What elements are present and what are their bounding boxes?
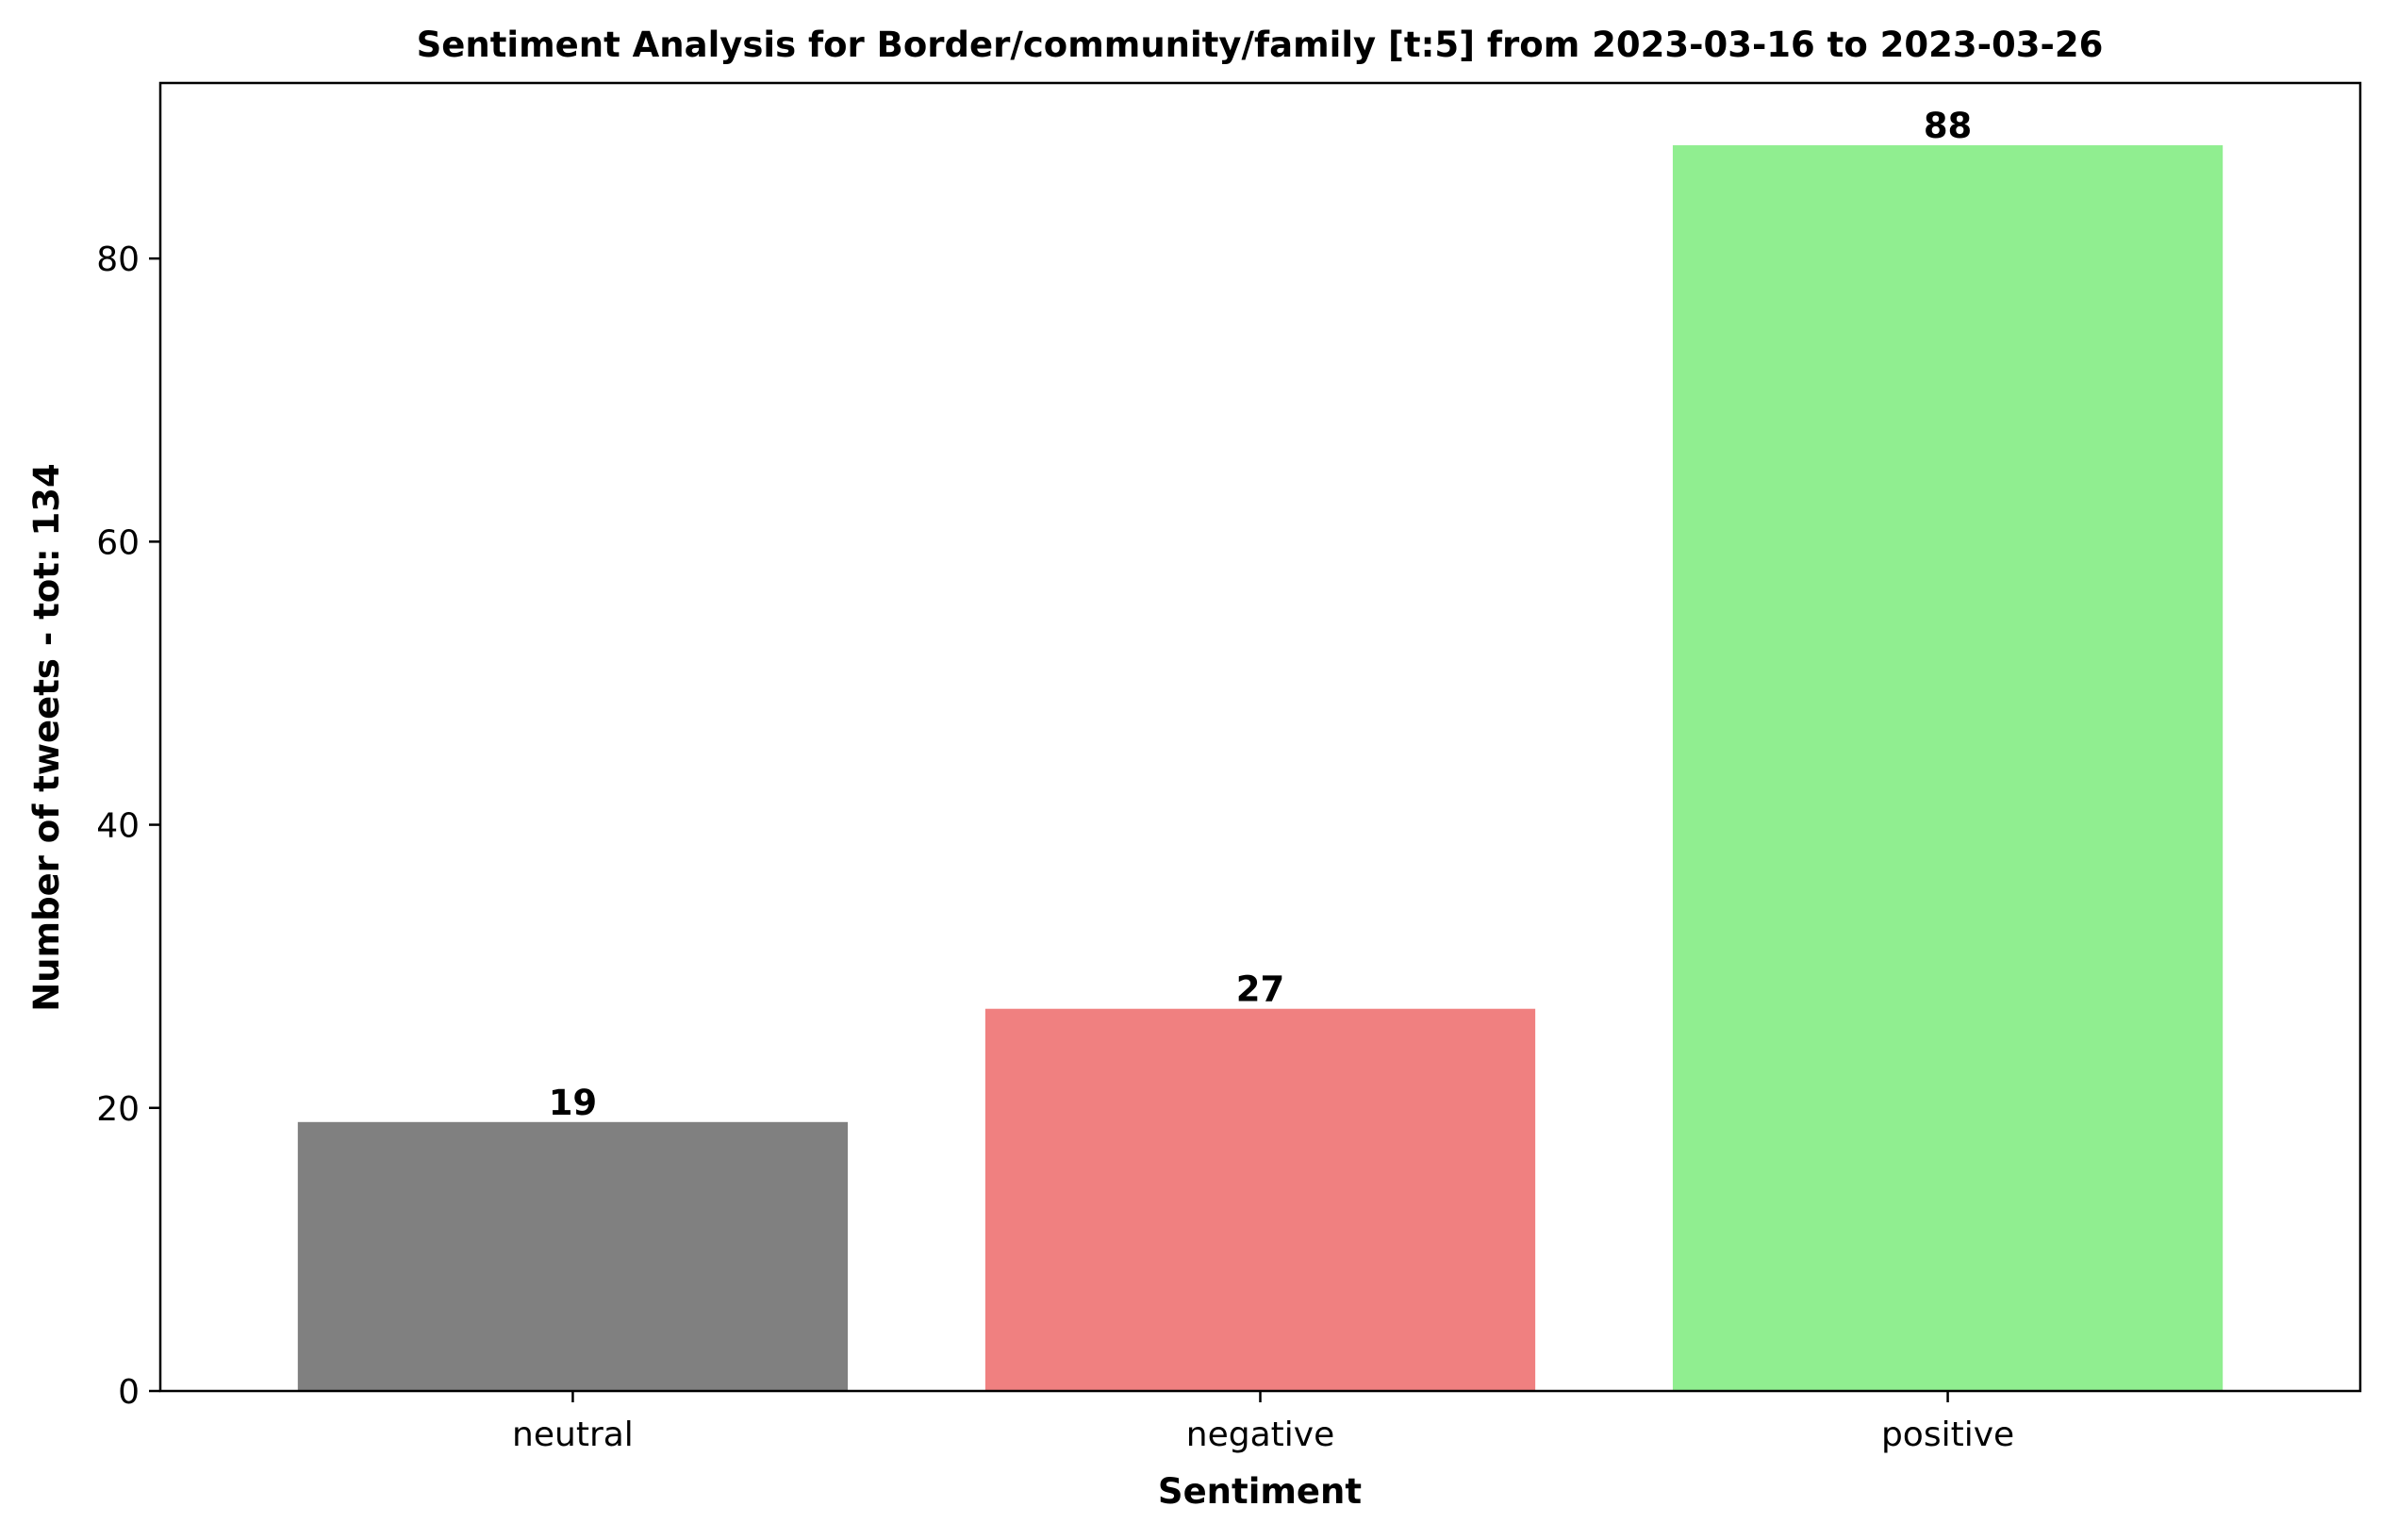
y-tick-label-0: 0: [118, 1373, 140, 1412]
x-tick-label-positive: positive: [1881, 1416, 2014, 1454]
bar-neutral: [297, 1121, 849, 1391]
y-tick-label-80: 80: [96, 240, 140, 279]
data-label-negative: 27: [1236, 969, 1285, 1010]
y-axis-ticks: 0 20 40 60 80: [96, 240, 160, 1412]
plot-frame: [158, 81, 2362, 1393]
data-labels-group: 19 27 88: [549, 106, 1973, 1123]
y-tick-label-60: 60: [96, 523, 140, 562]
bars-group: [297, 145, 2224, 1392]
y-tick-label-40: 40: [96, 807, 140, 846]
chart-title: Sentiment Analysis for Border/community/…: [417, 25, 2104, 65]
y-tick-label-20: 20: [96, 1090, 140, 1129]
x-axis-ticks: neutral negative positive: [512, 1391, 2014, 1454]
bar-positive: [1672, 145, 2224, 1392]
bar-negative: [984, 1008, 1536, 1391]
y-axis-label: Number of tweets - tot: 134: [26, 463, 67, 1012]
data-label-neutral: 19: [549, 1083, 598, 1123]
x-axis-label: Sentiment: [1158, 1471, 1362, 1512]
x-tick-label-negative: negative: [1186, 1416, 1334, 1454]
data-label-positive: 88: [1924, 106, 1973, 146]
x-tick-label-neutral: neutral: [512, 1416, 634, 1454]
